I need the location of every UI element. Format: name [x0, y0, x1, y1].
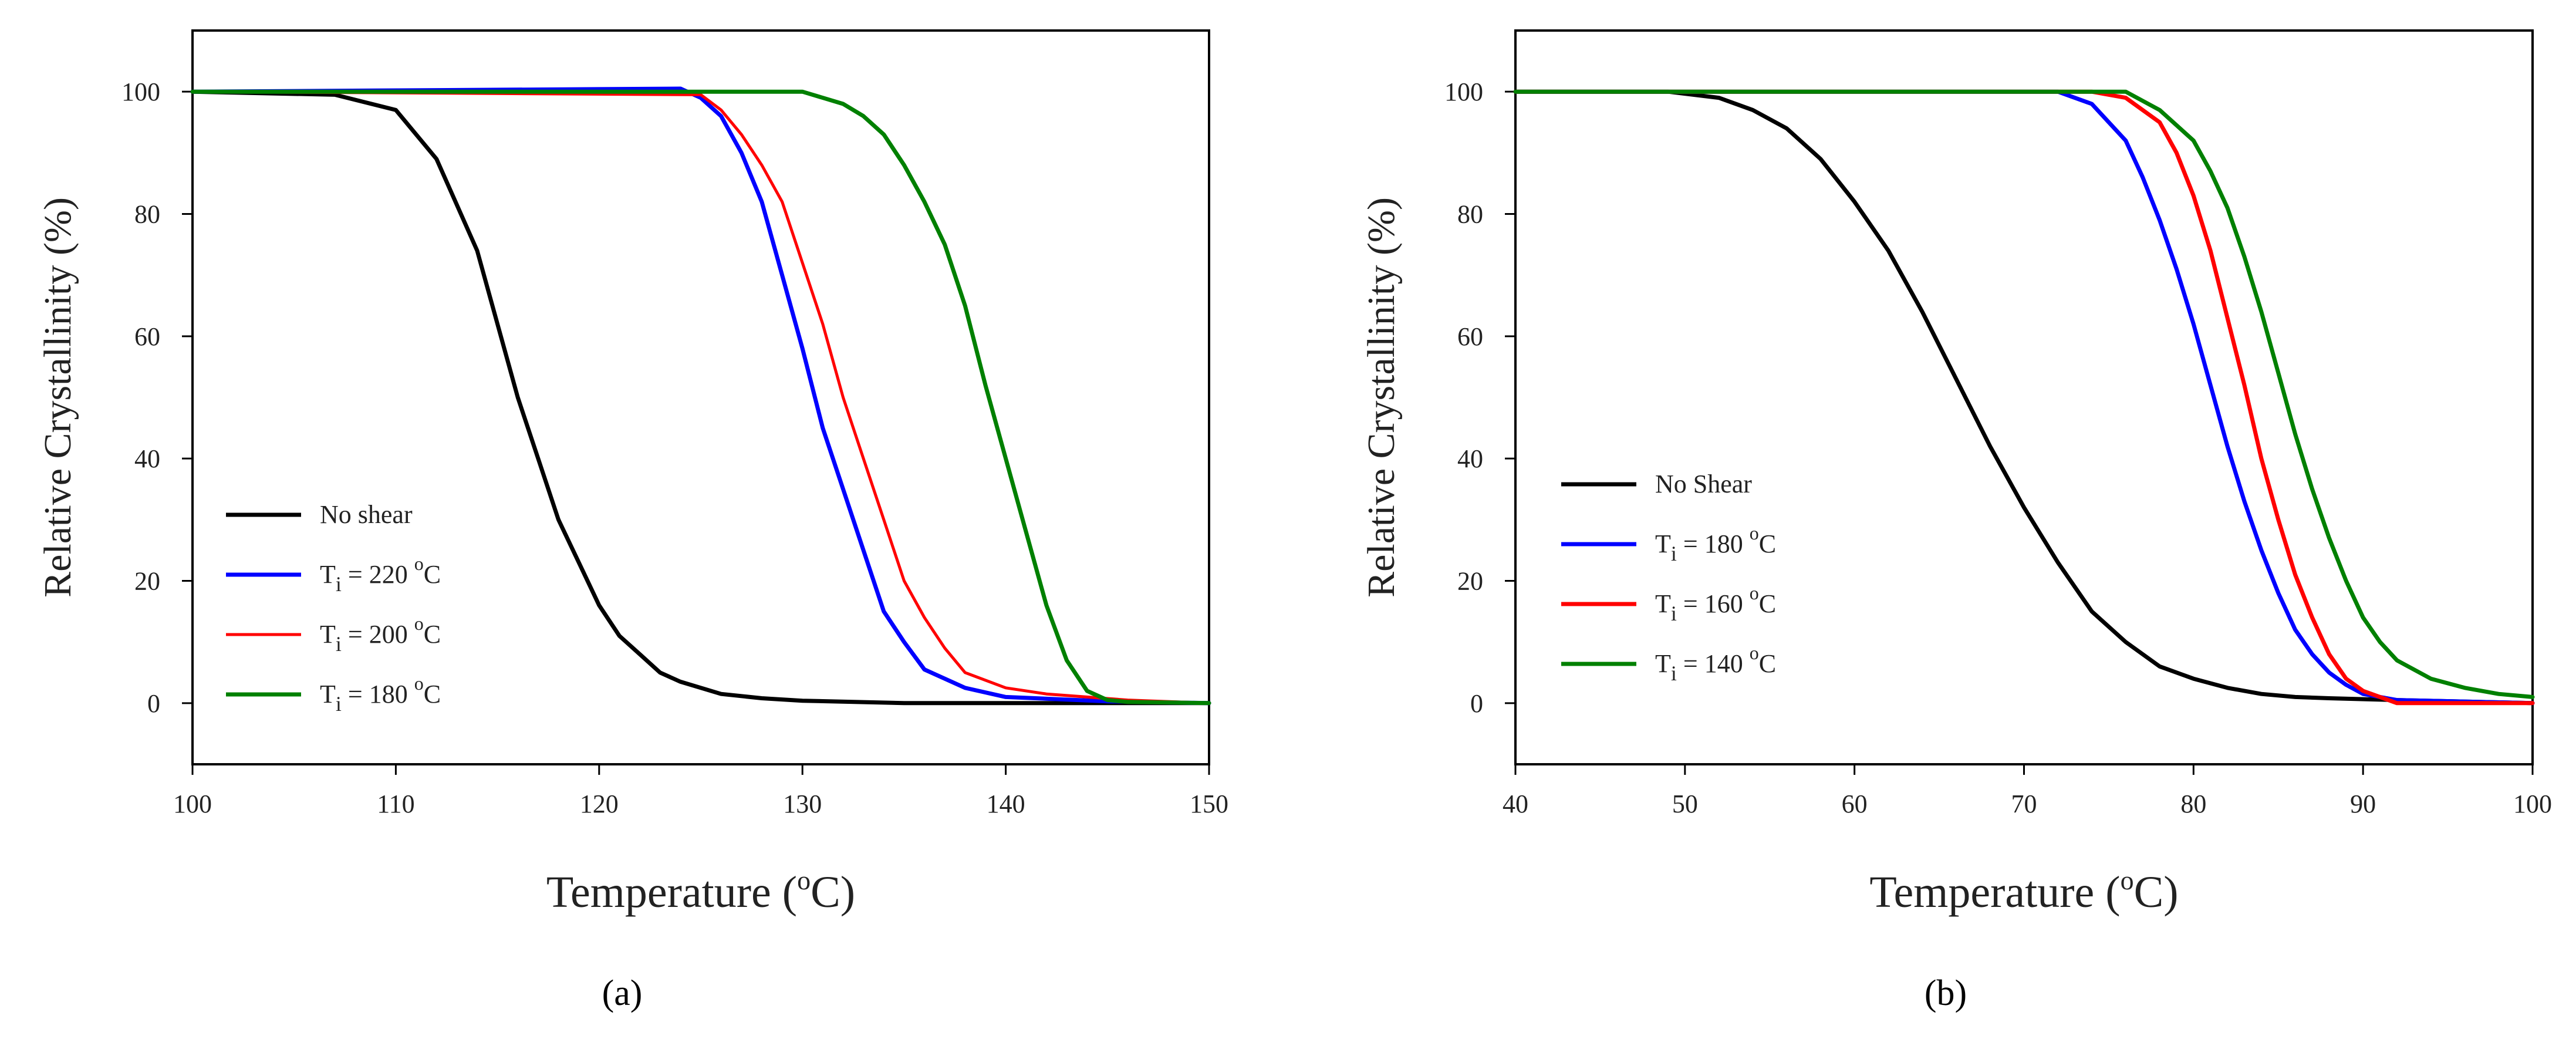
chart-b-legend-label-3: Ti = 140 oC [1655, 642, 1776, 685]
chart-b-legend-label-0: No Shear [1655, 470, 1752, 498]
chart-a-x-tick-label: 120 [580, 790, 619, 818]
chart-b-y-tick-label: 0 [1470, 689, 1483, 718]
chart-a-x-axis-unit: C [811, 868, 840, 917]
chart-a-x-tick-label: 100 [173, 790, 212, 818]
chart-a-series-line-1 [190, 86, 1211, 706]
chart-b-series-line-0 [1513, 89, 2535, 706]
chart-b-legend-label-1: Ti = 180 oC [1655, 522, 1776, 565]
chart-b-y-tick-label: 20 [1457, 567, 1483, 596]
chart-b-series-line-1 [1513, 89, 2535, 706]
chart-b-x-axis-label: Temperature (oC) [1869, 865, 2178, 917]
chart-b-x-tick-label: 100 [2513, 790, 2552, 818]
chart-a-legend-label-0: No shear [320, 500, 413, 529]
chart-a-y-tick-label: 0 [147, 689, 160, 718]
chart-a-series-line-0 [190, 89, 1211, 706]
chart-b-x-tick-label: 80 [2180, 790, 2206, 818]
chart-a-legend-label-2: Ti = 200 oC [320, 613, 441, 656]
panel-b-label: (b) [1925, 973, 1967, 1013]
chart-panel-b: 40 50 60 70 80 90 100 0 20 40 60 80 100 Relative Crys… [1360, 29, 2552, 917]
chart-a-legend-label-3: Ti = 180 oC [320, 673, 441, 716]
chart-a-series-line-2 [191, 90, 1211, 705]
chart-a-plot-frame [191, 29, 1210, 765]
chart-b-y-tick-label: 100 [1444, 77, 1483, 106]
chart-a-x-axis-label-text: Temperature [546, 868, 771, 917]
chart-a-x-tick-label: 110 [377, 790, 414, 818]
chart-a-series-line-3 [190, 89, 1211, 706]
chart-a-y-tick-label: 80 [134, 200, 160, 229]
chart-b-x-tick-label: 90 [2350, 790, 2376, 818]
chart-b-legend-label-2: Ti = 160 oC [1655, 582, 1776, 625]
chart-panel-a: 100 110 120 130 140 150 0 20 40 60 80 100 Relative C… [36, 29, 1228, 917]
chart-a-x-axis-label: Temperature (oC) [546, 865, 855, 917]
chart-a-legend-label-1: Ti = 220 oC [320, 553, 441, 596]
chart-b-y-axis-label: Relative Crystallinity (%) [1360, 197, 1403, 598]
chart-a-x-tick-label: 130 [783, 790, 822, 818]
chart-b-x-tick-label: 70 [2011, 790, 2037, 818]
chart-a-y-tick-label: 40 [134, 444, 160, 473]
chart-a-x-tick-label: 150 [1190, 790, 1228, 818]
chart-b-y-tick-label: 60 [1457, 322, 1483, 351]
chart-a-y-tick-label: 100 [121, 77, 160, 106]
chart-a-y-axis-label: Relative Crystallinity (%) [36, 197, 79, 598]
chart-b-x-axis-unit: C [2134, 868, 2164, 917]
chart-a-y-tick-label: 20 [134, 567, 160, 596]
chart-b-series-line-3 [1513, 89, 2535, 699]
chart-b-x-tick-label: 50 [1672, 790, 1698, 818]
chart-b-y-tick-label: 80 [1457, 200, 1483, 229]
panel-a-label: (a) [602, 973, 643, 1013]
chart-b-series-line-2 [1513, 89, 2535, 706]
chart-b-x-axis-label-text: Temperature [1869, 868, 2094, 917]
chart-b-y-tick-label: 40 [1457, 444, 1483, 473]
chart-b-x-tick-label: 60 [1842, 790, 1868, 818]
chart-b-x-tick-label: 40 [1503, 790, 1528, 818]
chart-a-x-tick-label: 140 [987, 790, 1025, 818]
chart-a-y-tick-label: 60 [134, 322, 160, 351]
